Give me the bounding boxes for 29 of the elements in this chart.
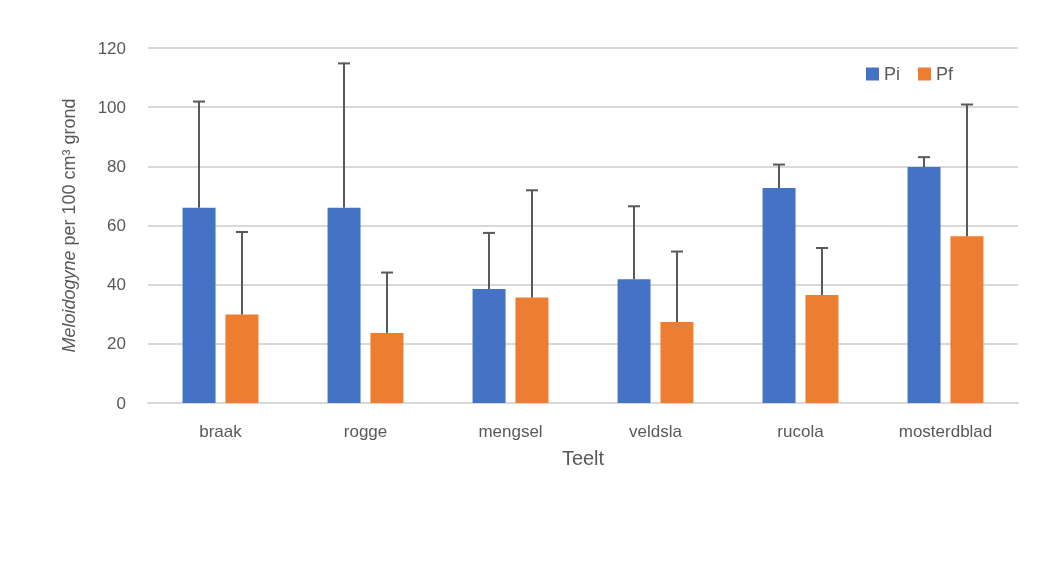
x-tick-label: mengsel bbox=[478, 422, 543, 441]
bar bbox=[907, 166, 941, 403]
bar bbox=[515, 297, 549, 403]
bar bbox=[327, 207, 361, 403]
x-tick-label: mosterdblad bbox=[898, 422, 993, 441]
x-tick-label: rogge bbox=[343, 422, 388, 441]
bar bbox=[472, 289, 506, 403]
bar bbox=[225, 314, 259, 403]
x-axis-title: Teelt bbox=[561, 447, 605, 469]
x-tick-label: braak bbox=[199, 422, 243, 441]
bar bbox=[370, 332, 404, 403]
y-axis-title: Meloidogyne per 100 cm³ grond bbox=[59, 98, 79, 353]
y-tick-label: 20 bbox=[107, 334, 126, 354]
bar bbox=[660, 321, 694, 403]
legend-label: Pi bbox=[883, 64, 900, 84]
y-tick-label: 0 bbox=[116, 393, 126, 413]
x-tick-label: veldsla bbox=[629, 422, 683, 441]
y-tick-label: 60 bbox=[107, 216, 126, 235]
bar bbox=[805, 295, 839, 403]
y-tick-label: 40 bbox=[107, 275, 126, 295]
legend-label: Pf bbox=[935, 64, 954, 84]
bar bbox=[182, 207, 216, 403]
y-tick-label: 100 bbox=[97, 97, 126, 117]
y-tick-label: 80 bbox=[107, 156, 126, 176]
x-tick-label: rucola bbox=[777, 422, 825, 441]
bar bbox=[950, 236, 984, 403]
bar bbox=[762, 187, 796, 403]
y-tick-label: 120 bbox=[97, 38, 126, 58]
bar bbox=[617, 279, 651, 403]
